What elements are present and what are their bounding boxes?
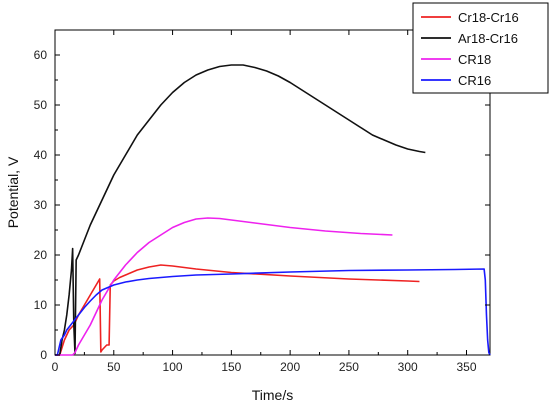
y-axis-ticks: 0 10 20 30 40 50 60 [34, 48, 490, 362]
legend-label: Ar18-Cr16 [458, 31, 518, 46]
legend-label: Cr18-Cr16 [458, 10, 519, 25]
y-tick-label: 20 [34, 248, 48, 262]
y-tick-label: 30 [34, 198, 48, 212]
series-line-cr16 [55, 268, 491, 356]
x-tick-label: 0 [52, 360, 59, 374]
series-line-ar18-cr16 [55, 64, 426, 356]
x-tick-label: 100 [163, 360, 183, 374]
plot-area-border [54, 29, 491, 356]
series-lines [55, 64, 491, 356]
y-tick-label: 50 [34, 98, 48, 112]
legend-box [412, 2, 549, 94]
series-line-cr18 [55, 217, 393, 356]
legend-label: CR16 [458, 73, 491, 88]
x-axis-ticks: 0 50 100 150 200 250 300 350 [52, 30, 477, 374]
series-line-cr18-cr16 [55, 264, 420, 356]
y-tick-label: 60 [34, 48, 48, 62]
y-tick-label: 0 [40, 348, 47, 362]
x-tick-label: 250 [339, 360, 359, 374]
x-axis-title: Time/s [252, 387, 293, 403]
x-tick-label: 200 [280, 360, 300, 374]
plot-frame [54, 29, 491, 356]
legend-label: CR18 [458, 52, 491, 67]
y-axis-title: Potential, V [5, 156, 21, 228]
x-tick-label: 50 [107, 360, 121, 374]
y-tick-label: 40 [34, 148, 48, 162]
legend: Cr18-Cr16 Ar18-Cr16 CR18 CR16 [412, 2, 549, 94]
x-tick-label: 300 [398, 360, 418, 374]
x-tick-label: 350 [456, 360, 476, 374]
y-tick-label: 10 [34, 298, 48, 312]
x-tick-label: 150 [221, 360, 241, 374]
